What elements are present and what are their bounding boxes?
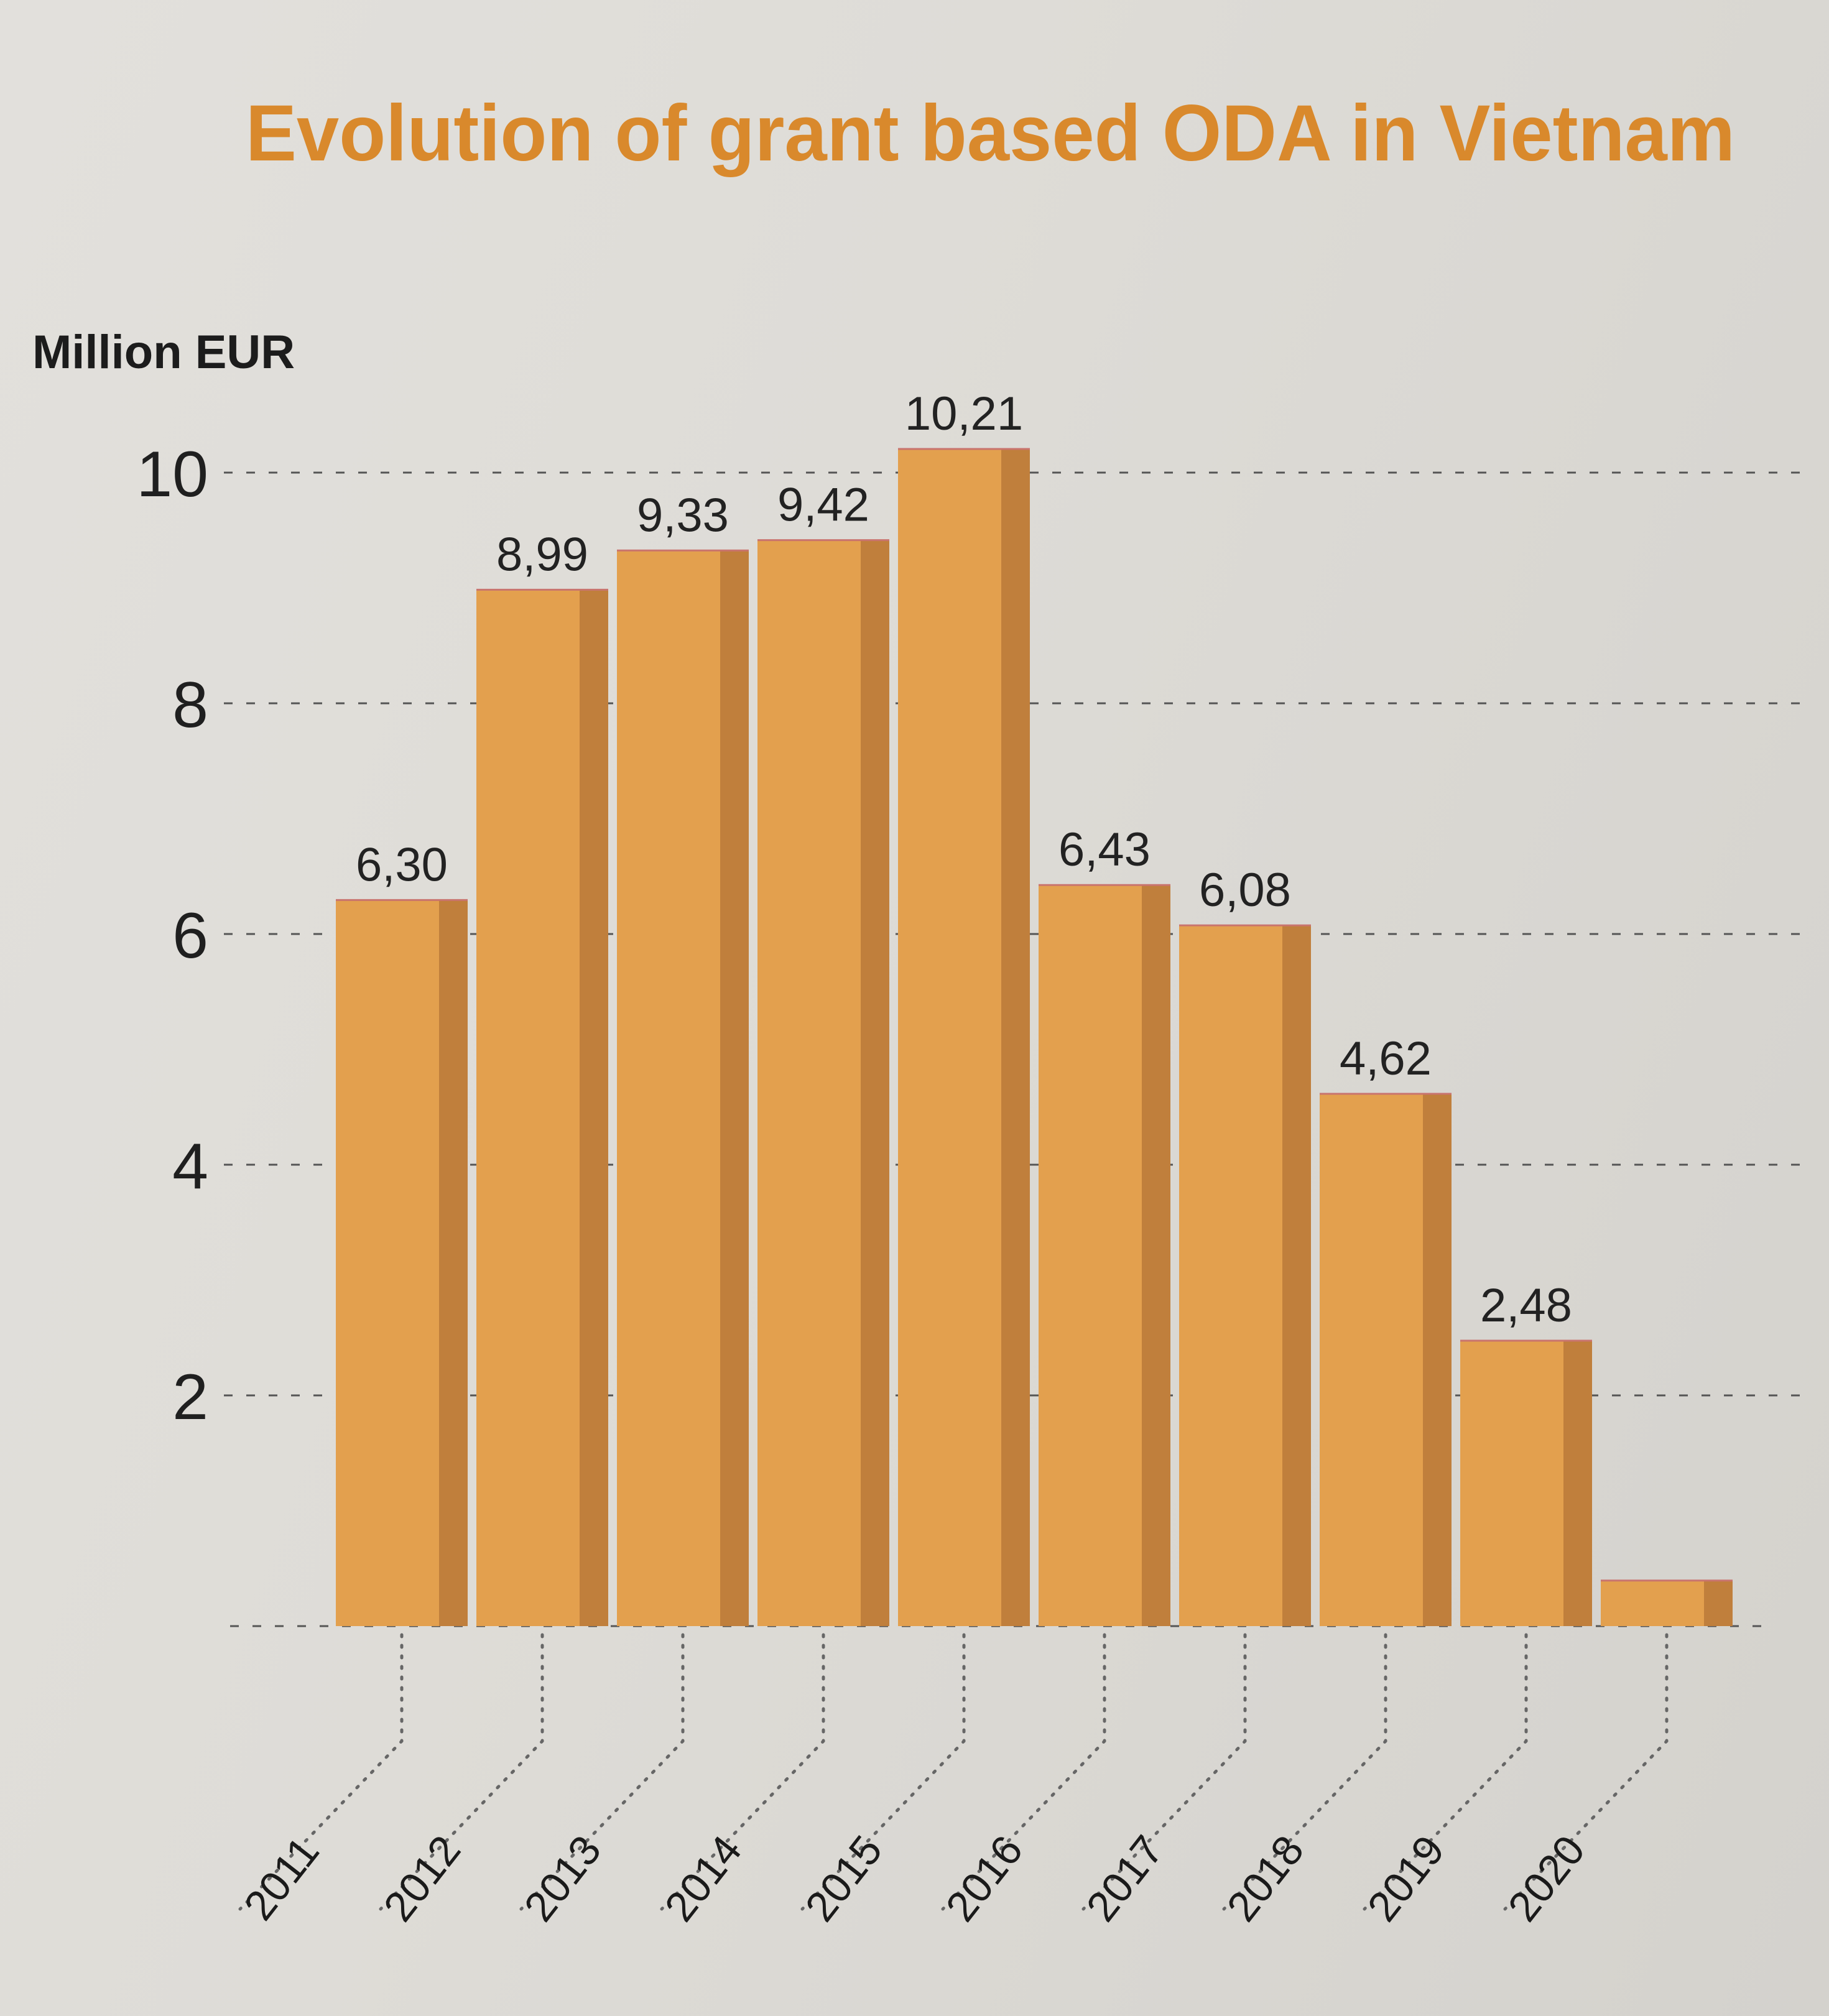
x-leader [1503, 1633, 1669, 1911]
bar-shade [720, 550, 749, 1627]
value-label: 6,43 [1058, 823, 1151, 876]
bars [336, 448, 1733, 1627]
x-leader [800, 1633, 966, 1911]
y-tick-label: 4 [172, 1131, 208, 1203]
bar-2018 [1320, 1093, 1452, 1626]
x-leader [1363, 1633, 1528, 1911]
value-label: 2,48 [1480, 1279, 1572, 1332]
bar-shade [439, 899, 468, 1626]
bar-2020 [1601, 1579, 1733, 1626]
bar-2015 [898, 448, 1030, 1627]
bar-2014 [757, 539, 889, 1626]
x-tick-label: 2012 [374, 1827, 470, 1930]
bar-shade [861, 539, 889, 1626]
bar-2016 [1039, 884, 1170, 1626]
x-leader [941, 1633, 1106, 1911]
bar-shade [1001, 448, 1030, 1627]
bar-shade [580, 589, 608, 1626]
x-tick-label: 2013 [515, 1827, 610, 1930]
bar-2019 [1460, 1339, 1592, 1626]
bar-shade [1563, 1339, 1592, 1626]
value-label: 6,30 [356, 838, 448, 891]
value-label: 9,33 [637, 489, 729, 542]
value-label: 8,99 [496, 528, 588, 581]
x-tick-label: 2018 [1218, 1827, 1313, 1930]
bar-shade [1704, 1579, 1733, 1626]
value-labels: 6,30 8,99 9,33 9,42 10,21 6,43 6,08 4,62 2,48 [356, 387, 1572, 1332]
x-tick-label: 2020 [1499, 1827, 1594, 1930]
x-leader [519, 1633, 685, 1911]
x-axis-leaders [238, 1633, 1669, 1911]
y-axis-ticks: 2 4 6 8 10 [136, 438, 208, 1433]
x-leader [379, 1633, 544, 1911]
x-tick-label: 2014 [655, 1827, 751, 1930]
y-tick-label: 2 [172, 1361, 208, 1433]
x-tick-label: 2016 [937, 1827, 1032, 1930]
bar-shade [1142, 884, 1170, 1626]
bar-shade [1282, 925, 1311, 1626]
bar-2017 [1179, 924, 1311, 1626]
value-label: 9,42 [777, 479, 869, 532]
x-tick-label: 2011 [235, 1828, 328, 1929]
bar-2013 [617, 549, 749, 1627]
bar-2011 [336, 899, 468, 1626]
y-tick-label: 10 [136, 438, 208, 511]
x-leader [1081, 1633, 1247, 1911]
y-axis-label: Million EUR [32, 326, 295, 379]
y-tick-label: 8 [172, 669, 208, 741]
x-axis-labels: 2011 2012 2013 2014 2015 2016 2017 2018 2019 2020 [235, 1827, 1594, 1930]
x-tick-label: 2015 [796, 1827, 891, 1930]
x-tick-label: 2019 [1358, 1827, 1453, 1930]
x-leader [660, 1633, 825, 1911]
bar-2012 [476, 588, 608, 1626]
x-leader [238, 1633, 404, 1911]
x-leader [1222, 1633, 1387, 1911]
chart-title: Evolution of grant based ODA in Vietnam [246, 89, 1735, 178]
value-label: 10,21 [905, 387, 1023, 440]
value-label: 6,08 [1199, 864, 1291, 917]
bar-shade [1423, 1093, 1452, 1626]
y-tick-label: 6 [172, 900, 208, 972]
value-label: 4,62 [1340, 1032, 1432, 1085]
x-tick-label: 2017 [1077, 1827, 1172, 1930]
